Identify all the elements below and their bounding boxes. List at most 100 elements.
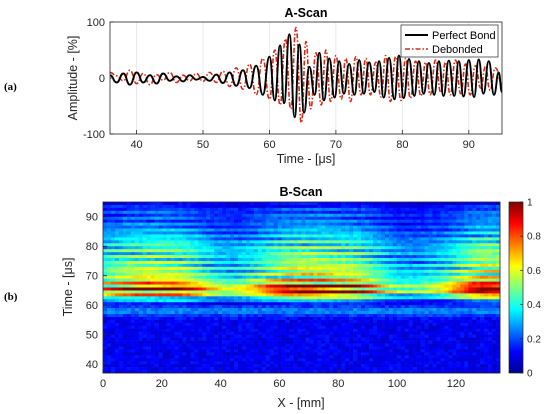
heatmap-cell	[380, 334, 386, 338]
heatmap-cell	[234, 337, 239, 341]
heatmap-cell	[218, 278, 223, 282]
heatmap-cell	[162, 243, 167, 247]
heatmap-cell	[226, 258, 231, 262]
heatmap-cell	[230, 234, 235, 238]
heatmap-cell	[138, 305, 143, 309]
heatmap-cell	[103, 225, 108, 229]
heatmap-cell	[317, 328, 322, 333]
heatmap-cell	[357, 305, 362, 309]
heatmap-cell	[118, 216, 124, 220]
heatmap-cell	[440, 260, 445, 265]
heatmap-cell	[178, 319, 183, 324]
heatmap-cell	[416, 308, 421, 312]
heatmap-cell	[365, 216, 370, 220]
heatmap-cell	[289, 319, 294, 324]
heatmap-cell	[110, 305, 116, 309]
heatmap-cell	[432, 355, 437, 359]
heatmap-cell	[305, 269, 310, 274]
heatmap-cell	[138, 343, 143, 347]
heatmap-cell	[329, 370, 334, 374]
heatmap-cell	[380, 316, 386, 321]
heatmap-cell	[110, 266, 116, 271]
heatmap-cell	[265, 225, 271, 229]
heatmap-cell	[313, 319, 318, 324]
heatmap-cell	[206, 258, 211, 262]
heatmap-cell	[253, 243, 259, 247]
heatmap-cell	[190, 308, 195, 312]
heatmap-cell	[388, 319, 394, 324]
heatmap-cell	[416, 272, 421, 277]
heatmap-cell	[345, 225, 350, 229]
heatmap-cell	[436, 352, 441, 356]
heatmap-cell	[166, 308, 171, 312]
heatmap-cell	[154, 316, 159, 321]
heatmap-cell	[245, 225, 251, 229]
heatmap-cell	[265, 370, 271, 374]
heatmap-cell	[194, 278, 199, 282]
heatmap-cell	[436, 258, 441, 262]
heatmap-cell	[106, 263, 112, 268]
heatmap-cell	[420, 314, 425, 318]
heatmap-cell	[234, 243, 239, 247]
heatmap-cell	[210, 305, 215, 309]
heatmap-cell	[162, 337, 167, 341]
heatmap-cell	[170, 355, 175, 359]
heatmap-cell	[420, 222, 425, 226]
heatmap-cell	[313, 237, 318, 241]
heatmap-cell	[357, 319, 362, 324]
heatmap-cell	[134, 355, 140, 359]
heatmap-cell	[249, 281, 255, 285]
heatmap-cell	[130, 272, 136, 277]
heatmap-cell	[146, 305, 151, 309]
heatmap-cell	[182, 322, 187, 327]
heatmap-cell	[361, 269, 366, 274]
heatmap-cell	[194, 287, 199, 291]
heatmap-cell	[388, 272, 394, 277]
heatmap-cell	[365, 316, 370, 321]
heatmap-cell	[103, 358, 108, 362]
heatmap-cell	[368, 308, 374, 312]
heatmap-cell	[257, 367, 263, 371]
heatmap-cell	[237, 266, 243, 271]
heatmap-cell	[301, 272, 306, 277]
heatmap-cell	[353, 349, 358, 353]
heatmap-cell	[432, 281, 437, 285]
heatmap-cell	[277, 296, 282, 300]
heatmap-cell	[142, 272, 147, 277]
heatmap-cell	[166, 364, 171, 368]
heatmap-cell	[273, 222, 278, 226]
heatmap-cell	[341, 284, 346, 288]
heatmap-cell	[230, 275, 235, 279]
heatmap-cell	[317, 272, 322, 277]
heatmap-cell	[321, 219, 326, 223]
heatmap-cell	[380, 290, 386, 294]
heatmap-cell	[257, 234, 263, 238]
heatmap-cell	[408, 293, 413, 297]
heatmap-cell	[190, 299, 195, 303]
heatmap-cell	[118, 296, 124, 300]
heatmap-cell	[341, 308, 346, 312]
heatmap-cell	[122, 314, 128, 318]
heatmap-cell	[130, 311, 136, 315]
heatmap-cell	[436, 252, 441, 256]
heatmap-cell	[237, 281, 243, 285]
heatmap-cell	[388, 202, 394, 206]
heatmap-cell	[182, 204, 187, 209]
heatmap-cell	[396, 308, 402, 312]
heatmap-cell	[412, 328, 417, 333]
heatmap-cell	[436, 255, 441, 259]
heatmap-cell	[138, 364, 143, 368]
heatmap-cell	[289, 281, 294, 285]
heatmap-cell	[222, 337, 227, 341]
heatmap-cell	[241, 346, 247, 350]
heatmap-cell	[388, 302, 394, 306]
heatmap-cell	[206, 281, 211, 285]
heatmap-cell	[214, 314, 219, 318]
heatmap-cell	[241, 255, 247, 259]
heatmap-cell	[281, 252, 286, 256]
heatmap-cell	[186, 358, 191, 362]
heatmap-cell	[384, 266, 390, 271]
heatmap-cell	[376, 328, 382, 333]
heatmap-cell	[198, 355, 203, 359]
heatmap-cell	[372, 275, 378, 279]
